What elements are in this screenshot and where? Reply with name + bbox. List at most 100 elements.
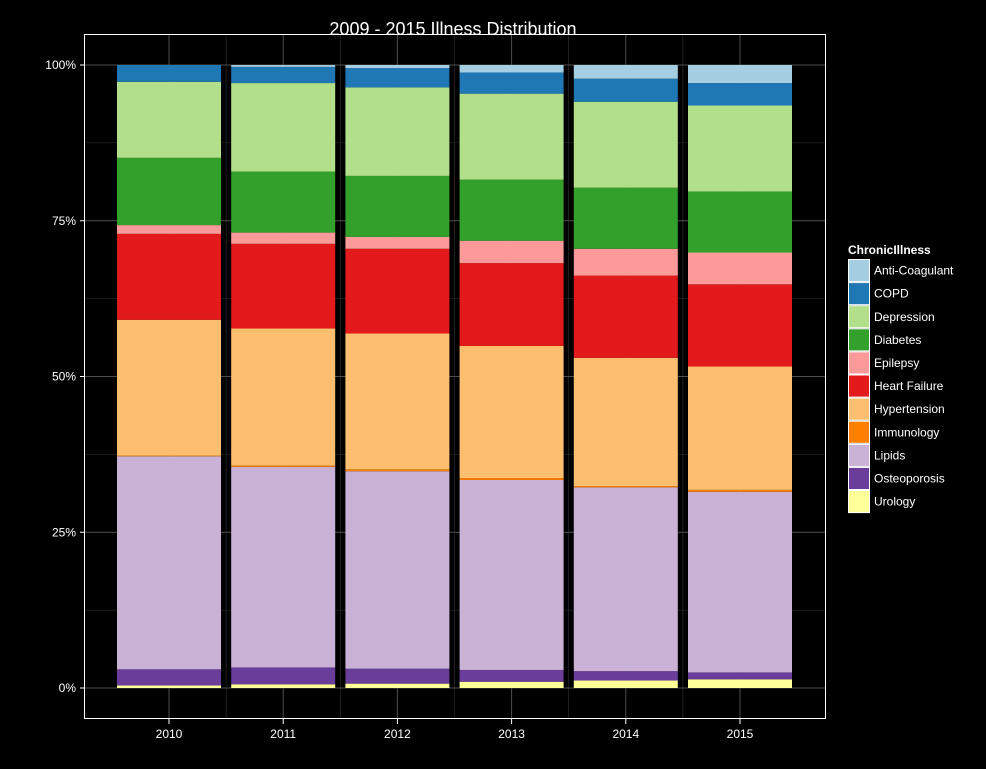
legend-label: Immunology	[874, 425, 939, 439]
bar-segment-2014-copd	[573, 78, 678, 102]
bar-segment-2015-depression	[688, 105, 792, 192]
bar-segment-2015-anti-coagulant	[688, 65, 792, 84]
legend-label: Lipids	[874, 448, 905, 462]
legend-items: Anti-Coagulant COPD Depression Diabetes Epil…	[848, 259, 954, 514]
bar-segment-2013-urology	[459, 681, 564, 688]
bar-segment-2013-immunology	[459, 478, 564, 480]
bar-segment-2012-heart-failure	[345, 248, 450, 334]
bar-segment-2015-heart-failure	[688, 284, 792, 367]
bar-segment-2011-epilepsy	[231, 232, 336, 244]
bar-2011	[231, 65, 336, 688]
legend-item-hypertension: Hypertension	[848, 397, 945, 421]
bar-segment-2015-epilepsy	[688, 252, 792, 285]
bar-segment-2014-urology	[573, 680, 678, 688]
bar-segment-2013-diabetes	[459, 179, 564, 241]
x-tick-label: 2010	[156, 727, 183, 741]
bar-segment-2015-osteoporosis	[688, 672, 792, 680]
bar-2013	[459, 65, 564, 688]
bar-segment-2011-hypertension	[231, 328, 336, 466]
legend-item-anti-coagulant: Anti-Coagulant	[848, 259, 954, 283]
y-tick-label: 25%	[52, 525, 76, 539]
bar-segment-2013-hypertension	[459, 345, 564, 479]
legend-swatch	[848, 490, 870, 514]
x-tick-label: 2011	[270, 727, 296, 741]
bar-segment-2015-immunology	[688, 489, 792, 492]
bar-segment-2013-lipids	[459, 479, 564, 670]
legend-item-urology: Urology	[848, 490, 915, 514]
bar-segment-2014-hypertension	[573, 357, 678, 487]
bar-segment-2014-heart-failure	[573, 275, 678, 358]
legend-label: Anti-Coagulant	[874, 264, 954, 278]
y-axis: 0% 25% 50% 75% 100%	[45, 58, 85, 695]
bar-segment-2014-depression	[573, 101, 678, 188]
legend-swatch	[848, 259, 870, 283]
legend-label: Epilepsy	[874, 356, 919, 370]
bar-segment-2010-heart-failure	[117, 233, 221, 320]
bar-segment-2011-immunology	[231, 465, 336, 467]
bar-segment-2010-lipids	[117, 456, 221, 670]
y-tick-label: 75%	[52, 214, 76, 228]
legend-label: Heart Failure	[874, 379, 944, 393]
bar-segment-2013-epilepsy	[459, 240, 564, 264]
legend-item-diabetes: Diabetes	[848, 328, 921, 352]
bar-segment-2015-hypertension	[688, 366, 792, 490]
bar-segment-2012-hypertension	[345, 333, 450, 470]
bar-segment-2011-copd	[231, 66, 336, 84]
legend-swatch	[848, 466, 870, 490]
legend-item-lipids: Lipids	[848, 443, 905, 467]
bar-segment-2015-copd	[688, 83, 792, 106]
bar-segment-2012-copd	[345, 68, 450, 88]
legend-label: Urology	[874, 495, 915, 509]
y-tick-label: 50%	[52, 370, 76, 384]
bar-segment-2010-osteoporosis	[117, 669, 221, 686]
bar-2010	[117, 65, 221, 688]
legend-label: Osteoporosis	[874, 471, 945, 485]
bar-segment-2011-urology	[231, 684, 336, 688]
bar-segment-2014-lipids	[573, 487, 678, 672]
bar-2014	[573, 65, 678, 688]
bar-segment-2014-diabetes	[573, 187, 678, 249]
bar-segment-2012-osteoporosis	[345, 668, 450, 684]
bar-segment-2013-copd	[459, 72, 564, 94]
legend-item-osteoporosis: Osteoporosis	[848, 466, 945, 490]
bar-segment-2015-urology	[688, 679, 792, 688]
x-tick-label: 2015	[727, 727, 754, 741]
bar-segment-2011-diabetes	[231, 171, 336, 233]
x-axis: 2010 2011 2012 2013 2014 2015	[156, 719, 754, 741]
bar-segment-2012-immunology	[345, 469, 450, 472]
bar-segment-2011-heart-failure	[231, 243, 336, 329]
bar-segment-2010-immunology	[117, 455, 221, 457]
bars	[117, 65, 792, 688]
bar-segment-2013-depression	[459, 93, 564, 180]
x-tick-label: 2014	[612, 727, 639, 741]
legend-swatch	[848, 305, 870, 329]
bar-segment-2013-heart-failure	[459, 263, 564, 346]
bar-segment-2014-anti-coagulant	[573, 65, 678, 79]
bar-segment-2011-anti-coagulant	[231, 65, 336, 67]
bar-segment-2010-copd	[117, 65, 221, 82]
bar-segment-2014-immunology	[573, 486, 678, 488]
bar-segment-2010-diabetes	[117, 157, 221, 226]
y-tick-label: 100%	[45, 58, 76, 72]
legend-swatch	[848, 351, 870, 375]
bar-segment-2010-hypertension	[117, 319, 221, 456]
legend-swatch	[848, 282, 870, 306]
legend-swatch	[848, 443, 870, 467]
bar-segment-2012-urology	[345, 683, 450, 688]
legend-label: COPD	[874, 287, 909, 301]
bar-segment-2013-osteoporosis	[459, 669, 564, 682]
bar-segment-2014-osteoporosis	[573, 671, 678, 681]
bar-segment-2012-anti-coagulant	[345, 65, 450, 69]
legend-swatch	[848, 420, 870, 444]
bar-segment-2012-epilepsy	[345, 236, 450, 249]
bar-segment-2010-epilepsy	[117, 225, 221, 234]
bar-2012	[345, 65, 450, 688]
legend-title: ChronicIllness	[848, 243, 931, 257]
legend-item-immunology: Immunology	[848, 420, 939, 444]
legend-item-copd: COPD	[848, 282, 909, 306]
bar-segment-2014-epilepsy	[573, 248, 678, 276]
y-tick-label: 0%	[59, 681, 77, 695]
bar-segment-2012-depression	[345, 87, 450, 176]
legend-item-depression: Depression	[848, 305, 935, 329]
